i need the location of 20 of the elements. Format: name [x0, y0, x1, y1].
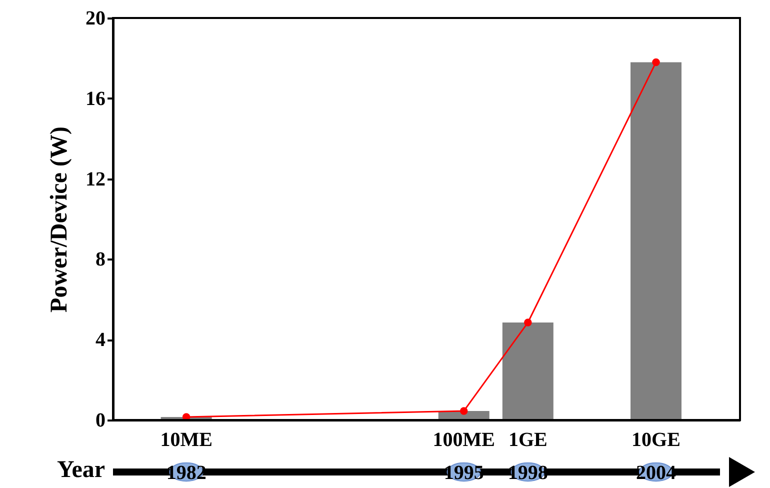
y-tick-label: 4 — [96, 329, 106, 352]
y-tick-label: 12 — [86, 168, 106, 190]
annotation: 1GE — [508, 429, 548, 451]
y-tick-label: 20 — [86, 8, 106, 30]
bar — [502, 322, 554, 420]
annotation: 10ME — [160, 429, 212, 451]
annotation: 10GE — [632, 429, 680, 451]
point — [524, 318, 532, 326]
x-axis-title: Year — [57, 457, 106, 483]
x-tick-label: 1982 — [166, 462, 206, 484]
y-tick-label: 8 — [96, 248, 106, 271]
point — [652, 58, 660, 66]
y-axis-title: Power/Device (W) — [46, 126, 72, 312]
point — [460, 407, 468, 415]
y-tick-label: 16 — [86, 88, 106, 110]
bar — [630, 62, 682, 420]
x-tick-label: 1995 — [444, 462, 484, 484]
x-tick-label: 1998 — [508, 462, 548, 484]
annotation: 100ME — [432, 429, 495, 451]
y-tick-label: 0 — [96, 410, 106, 432]
